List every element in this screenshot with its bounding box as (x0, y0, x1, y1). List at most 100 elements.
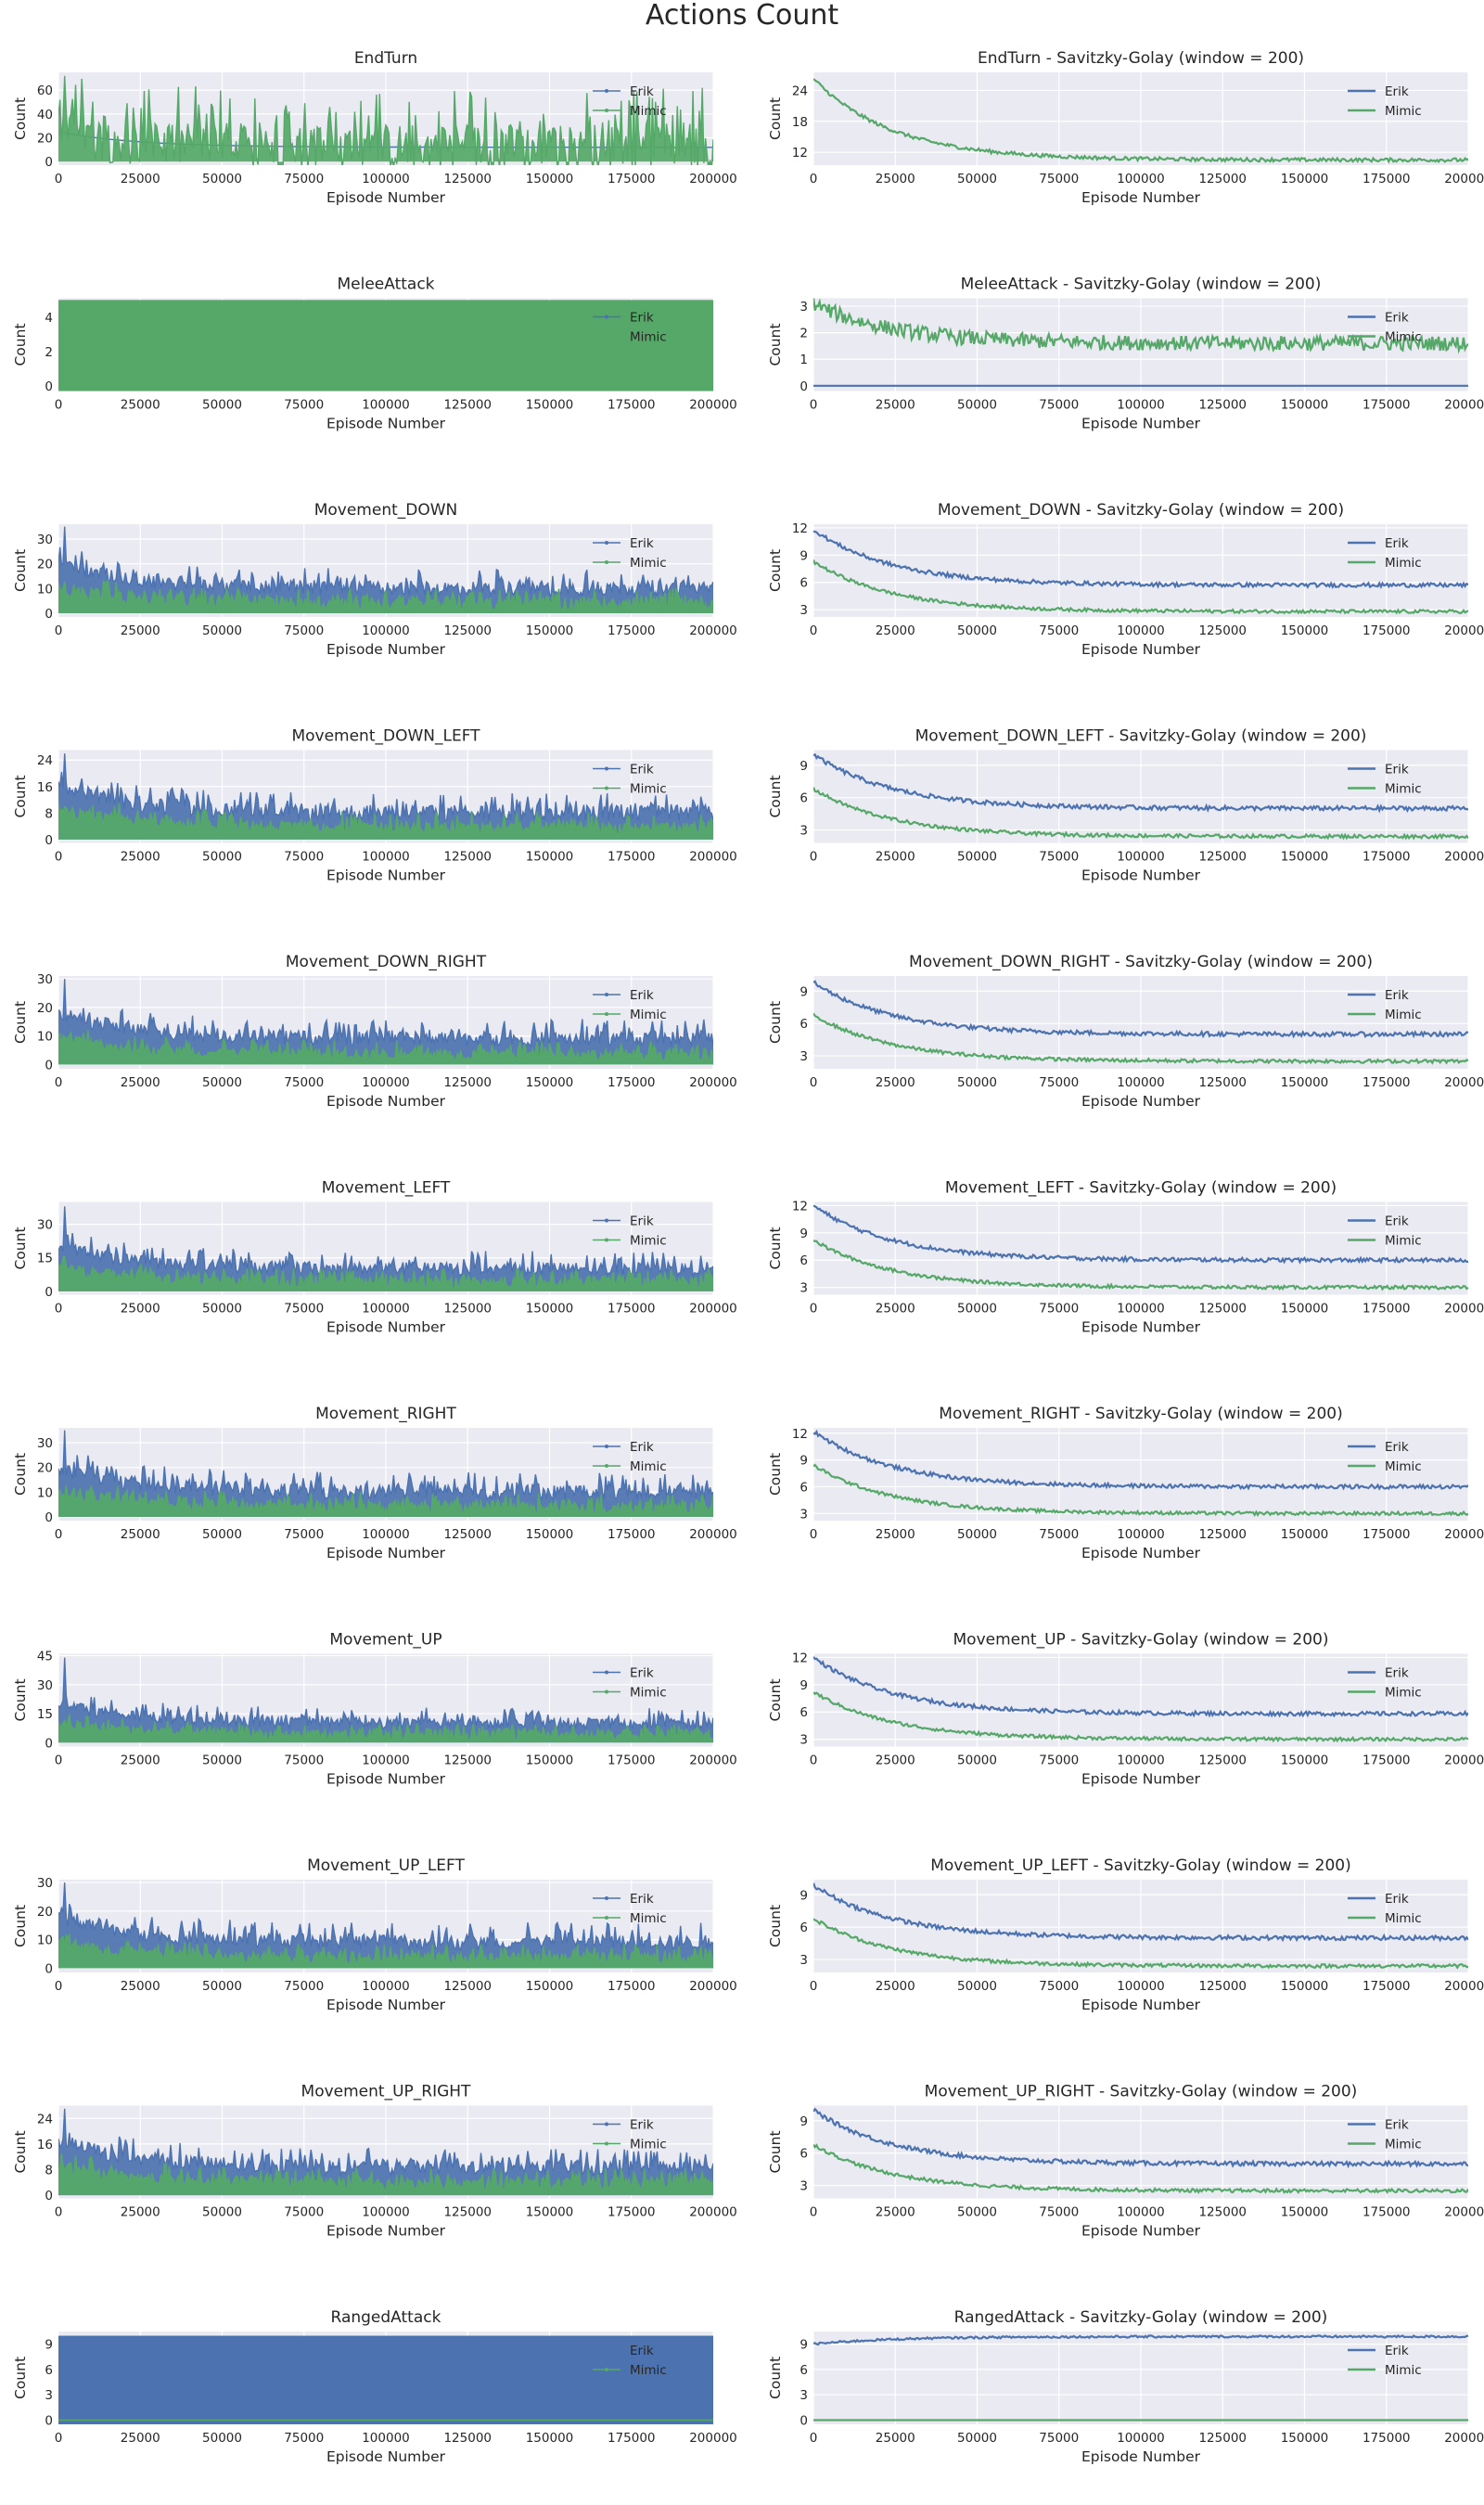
x-tick-label: 50000 (957, 1527, 997, 1542)
x-tick-label: 175000 (608, 623, 656, 638)
x-tick-label: 125000 (1198, 2431, 1247, 2446)
y-axis-label: Count (12, 1678, 29, 1721)
x-tick-label: 125000 (1198, 2205, 1247, 2220)
series-mimic-line (813, 1918, 1468, 1970)
series-mimic-line (58, 579, 713, 613)
series-erik-line (58, 1430, 713, 1501)
y-tick-label: 3 (800, 603, 808, 618)
series-mimic-area (58, 1256, 713, 1291)
x-tick-label: 150000 (526, 2205, 574, 2220)
x-axis-label: Episode Number (1081, 641, 1201, 658)
series-mimic-area (58, 1715, 713, 1743)
series-mimic-line (813, 2143, 1468, 2195)
y-tick-label: 9 (800, 759, 808, 774)
x-tick-label: 0 (55, 2431, 63, 2446)
subplot-title: Movement_DOWN - Savitzky-Golay (window =… (938, 501, 1344, 520)
x-tick-label: 50000 (957, 1075, 997, 1090)
series-mimic-area (58, 581, 713, 613)
x-tick-label: 200000 (1444, 398, 1484, 413)
y-tick-label: 10 (37, 1933, 53, 1948)
legend-label-erik: Erik (630, 1440, 654, 1455)
x-tick-label: 75000 (1039, 623, 1079, 638)
series-erik-line (813, 980, 1468, 1039)
subplot-movement-left-savitzky-golay-window-200: 0 25000 50000 75000 100000 125000 150000 175000… (767, 1179, 1484, 1336)
x-axis-label: Episode Number (326, 416, 446, 432)
y-tick-label: 6 (800, 1253, 808, 1268)
y-axis-label: Count (767, 323, 784, 366)
x-tick-label: 150000 (526, 850, 574, 865)
series-mimic-line (58, 801, 713, 838)
x-tick-label: 75000 (284, 398, 324, 413)
series-erik-line (813, 1429, 1468, 1491)
y-tick-label: 30 (37, 1678, 53, 1693)
x-tick-label: 125000 (443, 1979, 492, 1994)
series-erik-line (813, 2333, 1468, 2346)
x-tick-label: 100000 (362, 172, 410, 186)
legend-label-erik: Erik (630, 1214, 654, 1229)
y-tick-label: 45 (37, 1650, 53, 1664)
x-tick-label: 25000 (121, 398, 160, 413)
x-tick-label: 75000 (284, 850, 324, 865)
x-tick-label: 200000 (1444, 1302, 1484, 1317)
x-tick-label: 125000 (443, 623, 492, 638)
legend-label-erik: Erik (630, 988, 654, 1003)
x-tick-label: 50000 (202, 1075, 242, 1090)
x-tick-label: 25000 (876, 1302, 915, 1317)
y-tick-label: 0 (45, 1058, 53, 1073)
x-tick-label: 125000 (1198, 1075, 1247, 1090)
series-erik-line (813, 2107, 1468, 2169)
y-tick-label: 2 (800, 327, 808, 341)
x-tick-label: 25000 (121, 172, 160, 186)
y-tick-label: 30 (37, 1876, 53, 1891)
legend: Erik Mimic (593, 1666, 667, 1701)
y-tick-label: 3 (800, 1281, 808, 1296)
subplot-title: Movement_UP - Savitzky-Golay (window = 2… (953, 1631, 1329, 1650)
legend-label-erik: Erik (630, 763, 654, 777)
x-tick-label: 125000 (1198, 1754, 1247, 1768)
legend: Erik Mimic (593, 1440, 667, 1474)
x-tick-label: 175000 (608, 398, 656, 413)
legend-label-erik: Erik (1385, 2118, 1409, 2133)
y-axis-label: Count (12, 97, 29, 140)
x-tick-label: 25000 (121, 2431, 160, 2446)
legend-marker (605, 1896, 608, 1900)
x-tick-label: 175000 (1362, 2431, 1411, 2446)
y-tick-label: 3 (800, 2388, 808, 2403)
x-tick-label: 25000 (121, 623, 160, 638)
x-tick-label: 150000 (526, 1979, 574, 1994)
subplot-movement-down: 0 25000 50000 75000 100000 125000 150000 175000… (12, 501, 737, 658)
x-tick-label: 125000 (1198, 172, 1247, 186)
x-tick-label: 125000 (443, 1527, 492, 1542)
legend-label-mimic: Mimic (630, 330, 667, 345)
y-tick-label: 8 (45, 2163, 53, 2177)
x-tick-label: 50000 (957, 2431, 997, 2446)
x-tick-label: 150000 (526, 1075, 574, 1090)
x-tick-label: 175000 (1362, 1754, 1411, 1768)
legend-label-mimic: Mimic (630, 1911, 667, 1926)
plot-marks (58, 75, 713, 165)
series-erik-line (58, 753, 713, 823)
legend-label-erik: Erik (1385, 2344, 1409, 2358)
y-tick-label: 24 (792, 84, 808, 98)
y-tick-label: 20 (37, 1001, 53, 1016)
x-tick-label: 75000 (1039, 398, 1079, 413)
legend: Erik Mimic (593, 2118, 667, 2152)
legend-label-erik: Erik (1385, 1214, 1409, 1229)
legend-label-mimic: Mimic (1385, 1234, 1422, 1249)
subplot-title: RangedAttack (331, 2308, 441, 2327)
y-axis-label: Count (767, 1678, 784, 1721)
subplot-rangedattack-savitzky-golay-window-200: 0 25000 50000 75000 100000 125000 150000 175000… (767, 2308, 1484, 2465)
x-axis-label: Episode Number (1081, 867, 1201, 884)
legend: Erik Mimic (1348, 988, 1422, 1022)
x-tick-label: 50000 (202, 1302, 242, 1317)
subplot-movement-down-right-savitzky-golay-window-200: 0 25000 50000 75000 100000 125000 150000 175000… (767, 953, 1484, 1110)
subplot-title: Movement_UP_RIGHT - Savitzky-Golay (wind… (925, 2083, 1358, 2101)
y-axis-label: Count (12, 775, 29, 817)
x-tick-label: 75000 (284, 2205, 324, 2220)
y-axis-label: Count (12, 549, 29, 592)
plot-marks (58, 526, 713, 613)
x-tick-label: 100000 (362, 2205, 410, 2220)
y-tick-label: 6 (45, 2363, 53, 2378)
x-tick-label: 0 (810, 850, 818, 865)
legend: Erik Mimic (1348, 1892, 1422, 1926)
